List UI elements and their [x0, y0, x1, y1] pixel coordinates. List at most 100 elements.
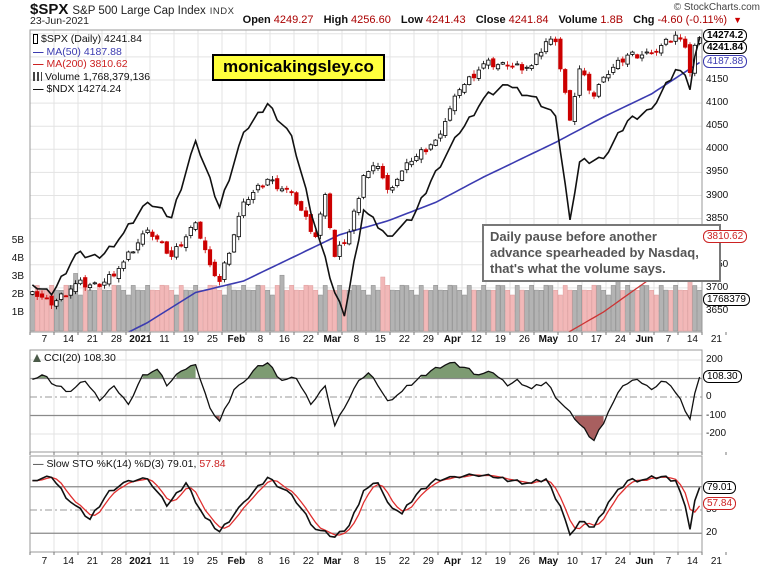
watermark-label: monicakingsley.co	[212, 54, 385, 81]
volume-bars-icon	[33, 72, 42, 82]
price-tick: 4150	[706, 74, 729, 85]
price-tick: 4050	[706, 120, 729, 132]
date-label: 7	[665, 556, 672, 567]
exchange: INDX	[209, 6, 235, 17]
down-triangle-icon: ▼	[733, 15, 742, 25]
main-chart-legend: $SPX (Daily) 4241.84 — MA(50) 4187.88 — MA…	[33, 33, 150, 96]
date-label: 21	[86, 334, 98, 345]
date-label: May	[538, 334, 559, 345]
index-name: S&P 500 Large Cap Index	[72, 5, 206, 17]
date-label: 21	[710, 334, 722, 345]
date-label: Feb	[227, 334, 246, 345]
chart-date: 23-Jun-2021	[30, 15, 89, 27]
date-label: 12	[470, 556, 482, 567]
date-label: 25	[206, 556, 218, 567]
date-label: 15	[374, 334, 386, 345]
date-label: May	[538, 556, 559, 567]
date-label: 22	[302, 334, 314, 345]
price-tick: 3700	[706, 281, 729, 293]
volume-scale-tick: 1B	[11, 307, 24, 318]
volume-scale-tick: 2B	[11, 289, 24, 300]
cci-tick: -100	[706, 409, 727, 421]
date-label: 7	[41, 334, 48, 345]
date-label: 29	[422, 556, 434, 567]
open-value: 4249.27	[273, 14, 314, 26]
annotation-box: Daily pause before another advance spear…	[482, 224, 721, 282]
cci-legend: CCI(20) 108.30	[33, 352, 116, 364]
date-label: 19	[494, 556, 506, 567]
date-label: 21	[86, 556, 98, 567]
spx-legend-label: $SPX (Daily) 4241.84	[41, 33, 142, 45]
date-label: 10	[566, 556, 578, 567]
date-label: 16	[278, 556, 290, 567]
ndx-line	[31, 37, 701, 317]
date-label: 7	[41, 556, 48, 567]
date-label: 25	[206, 334, 218, 345]
date-label: Apr	[443, 334, 462, 345]
sto-d-value: 57.84	[199, 458, 226, 470]
moving-averages	[127, 61, 701, 332]
price-tick: 3900	[706, 189, 729, 201]
date-label: Jun	[635, 334, 654, 345]
date-label: 21	[710, 556, 722, 567]
date-label: 14	[686, 334, 698, 345]
cci-tick: 0	[706, 391, 712, 402]
ohlc-quote: Open 4249.27 High 4256.60 Low 4241.43 Close…	[236, 14, 742, 26]
ma200-legend-label: MA(200) 3810.62	[46, 58, 128, 70]
close-label: Close	[475, 14, 506, 26]
ma200-line-icon: —	[33, 58, 44, 70]
sto-line-icon: —	[33, 458, 44, 470]
volume-scale-tick: 4B	[11, 253, 24, 264]
date-label: 8	[257, 334, 264, 345]
annotation-line1: Daily pause before another	[490, 229, 657, 244]
gridlines	[30, 30, 703, 552]
date-label: 11	[159, 556, 170, 567]
spx-last-label: 4241.84	[703, 41, 748, 54]
date-label: 28	[110, 556, 122, 567]
price-tick: 4000	[706, 143, 729, 155]
ndx-legend-label: $NDX 14274.24	[46, 83, 122, 95]
chg-label: Chg	[633, 14, 655, 26]
cci-legend-label: CCI(20) 108.30	[44, 352, 116, 364]
ma50-line-icon: —	[33, 45, 44, 58]
chart-header: $SPX S&P 500 Large Cap Index INDX © StockC…	[0, 0, 768, 28]
sto-plot	[30, 473, 702, 538]
annotation-line2: advance spearheaded by Nasdaq,	[490, 244, 699, 260]
open-label: Open	[242, 14, 271, 26]
low-value: 4241.43	[425, 14, 466, 26]
price-tick: 4100	[706, 97, 729, 109]
ma50-legend-label: MA(50) 4187.88	[46, 45, 122, 58]
date-label: 24	[614, 334, 626, 345]
ma50-last-label: 4187.88	[703, 55, 748, 69]
date-label: 22	[302, 556, 314, 567]
high-label: High	[323, 14, 349, 26]
date-label: 8	[353, 556, 360, 567]
date-label: 2021	[129, 556, 152, 567]
date-label: 19	[182, 334, 194, 345]
ndx-line-icon: —	[33, 83, 44, 95]
date-label: 26	[518, 334, 530, 345]
sto-tick: 20	[706, 527, 718, 539]
cci-plot	[30, 361, 702, 442]
date-label: 11	[159, 334, 170, 345]
ma200-last-label: 3810.62	[703, 229, 748, 243]
volume-last-label: 1768379	[703, 293, 750, 306]
date-axis-top: 7 14 21 28 2021 11 19 25 Feb 8 16 22 Mar 8 15 22 29 Apr 12…	[0, 334, 768, 348]
symbol: $SPX	[30, 1, 69, 18]
cci-last-label: 108.30	[703, 369, 742, 383]
sto-k-last-label: 79.01	[703, 480, 737, 494]
date-label: 2021	[129, 334, 152, 345]
date-label: 19	[494, 334, 506, 345]
volume-legend-label: Volume 1,768,379,136	[45, 70, 151, 83]
date-label: 14	[686, 556, 698, 567]
annotation-line3: that's what the volume says.	[490, 260, 666, 276]
date-label: 12	[470, 334, 482, 345]
stockcharts-credit: © StockCharts.com	[673, 2, 760, 13]
date-label: 14	[62, 334, 74, 345]
cci-tick: -200	[706, 428, 727, 439]
date-label: Apr	[443, 556, 462, 567]
cci-tick: 200	[706, 354, 723, 365]
date-label: 8	[257, 556, 264, 567]
date-label: Mar	[323, 556, 342, 567]
